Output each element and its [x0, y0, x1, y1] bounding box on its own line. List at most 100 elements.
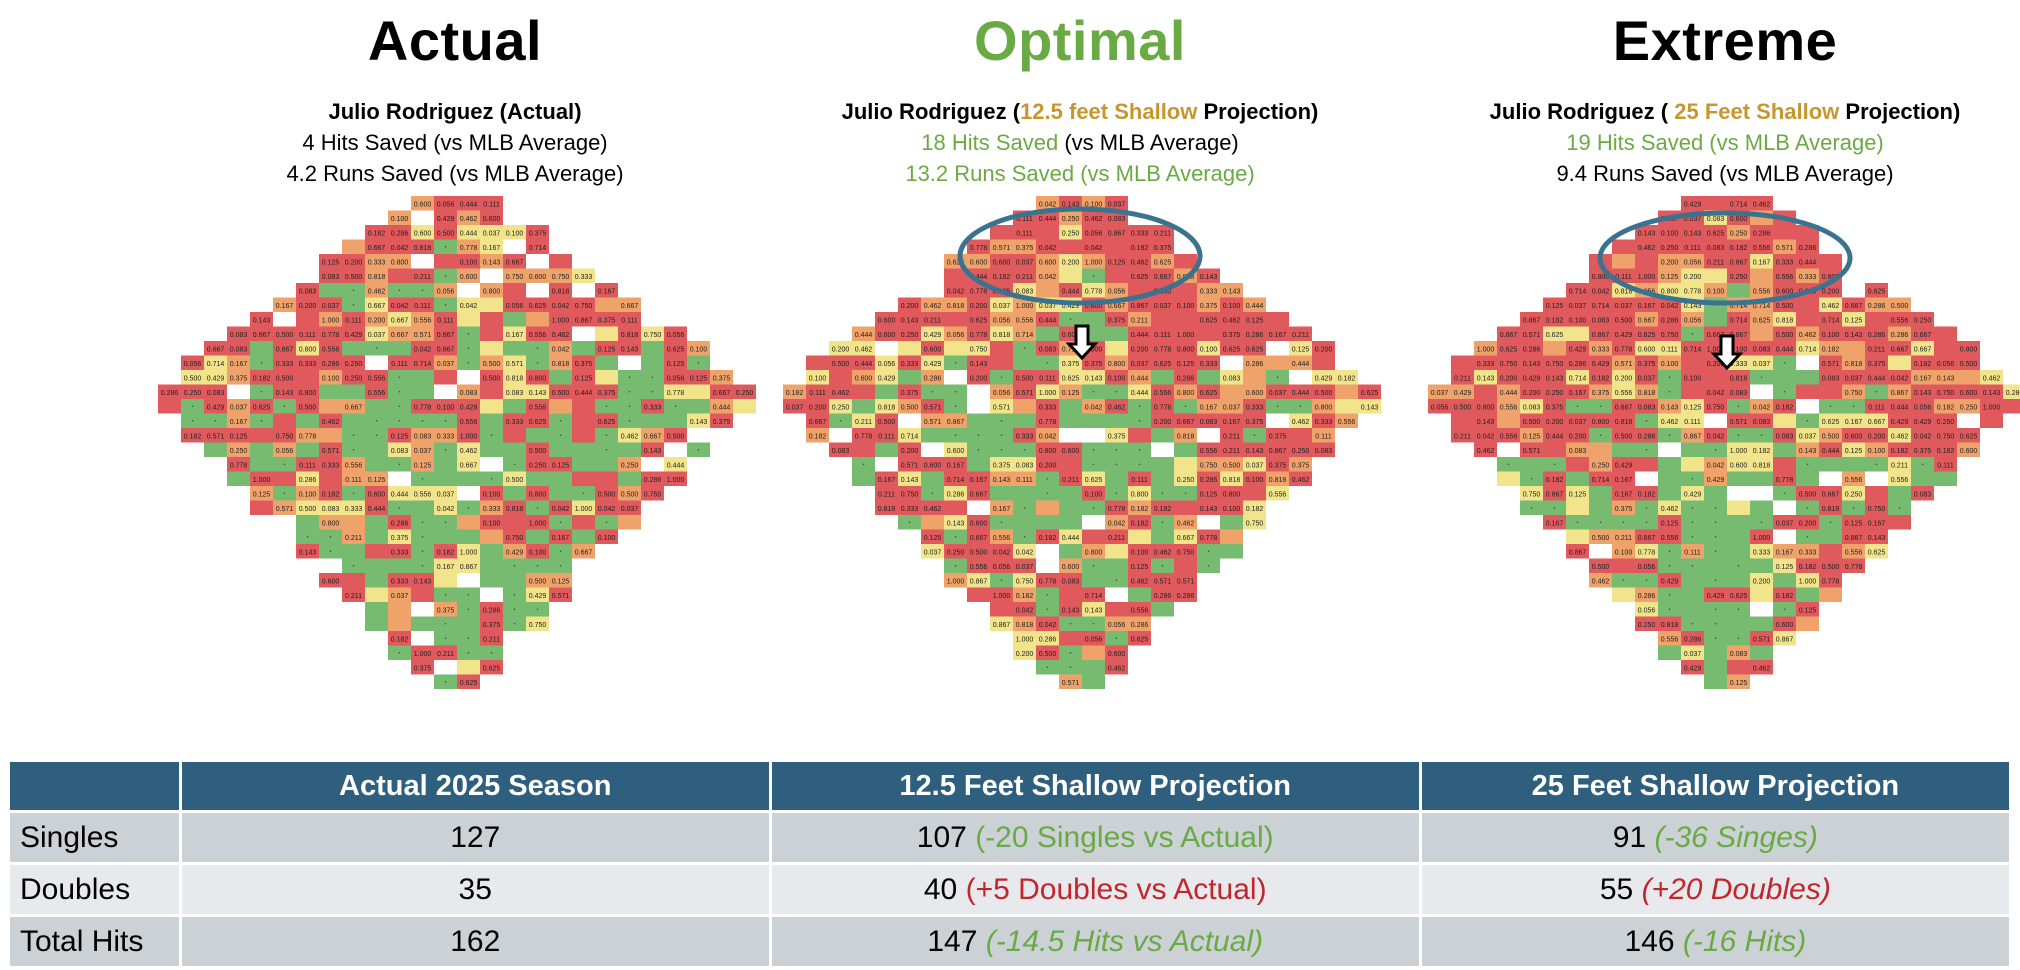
- heatmap-cell: [319, 283, 342, 298]
- heatmap-cell-value: 0.818: [552, 289, 570, 296]
- heatmap-cell-value: 0.667: [1177, 535, 1195, 542]
- heatmap-cell: [1543, 486, 1566, 501]
- heatmap-cell: [1151, 355, 1174, 370]
- heatmap-cell-value: 0.667: [1177, 419, 1195, 426]
- heatmap-cell-dot: [1023, 506, 1026, 509]
- heatmap-cell-value: 0.286: [322, 361, 340, 368]
- heatmap-cell-value: 0.250: [1062, 231, 1080, 238]
- heatmap-cell-value: 0.556: [1891, 318, 1909, 325]
- heatmap-cell: [1750, 544, 1773, 559]
- heatmap-cell: [967, 486, 990, 501]
- heatmap-cell-value: 0.600: [878, 318, 896, 325]
- heatmap-cell: [227, 370, 250, 385]
- heatmap-cell-value: 0.083: [322, 506, 340, 513]
- heatmap-cell-value: 0.750: [1546, 361, 1564, 368]
- heatmap-cell-value: 0.556: [529, 332, 547, 339]
- heatmap-cell: [549, 312, 572, 327]
- heatmap-cell: [1474, 370, 1497, 385]
- heatmap-cell: [1704, 312, 1727, 327]
- heatmap-cell: [1128, 355, 1151, 370]
- heatmap-cell: [921, 529, 944, 544]
- heatmap-cell: [1888, 312, 1911, 327]
- heatmap-cell-dot: [490, 477, 493, 480]
- heatmap-cell-value: 0.600: [1062, 448, 1080, 455]
- heatmap-cell: [1888, 486, 1911, 501]
- heatmap-cell: [549, 471, 572, 486]
- heatmap-cell: [480, 515, 503, 530]
- heatmap-cell: [1589, 312, 1612, 327]
- heatmap-cell: [480, 544, 503, 559]
- heatmap-cell: [1520, 428, 1543, 443]
- heatmap-cell-value: 0.444: [1500, 390, 1518, 397]
- heatmap-cell: [1612, 254, 1635, 269]
- heatmap-cell-dot: [1092, 448, 1095, 451]
- heatmap-cell: [1243, 355, 1266, 370]
- heatmap-cell: [641, 326, 664, 341]
- projection-25-value: 55 (+20 Doubles): [1420, 862, 2009, 916]
- heatmap-cell-value: 0.250: [529, 463, 547, 470]
- heatmap-cell-value: 1.000: [947, 579, 965, 586]
- heatmap-cell: [1957, 442, 1980, 457]
- heatmap-cell: [990, 558, 1013, 573]
- heatmap-cell-dot: [1852, 405, 1855, 408]
- heatmap-cell-value: 0.818: [1753, 463, 1771, 470]
- heatmap-cell-value: 0.625: [667, 347, 685, 354]
- heatmap-cell: [1036, 370, 1059, 385]
- heatmap-cell: [319, 515, 342, 530]
- heatmap-cell: [1220, 326, 1243, 341]
- heatmap-cell-value: 0.600: [924, 463, 942, 470]
- heatmap-cell: [549, 283, 572, 298]
- heatmap-cell-value: 0.778: [414, 405, 432, 412]
- heatmap-cell: [526, 587, 549, 602]
- heatmap-cell: [1197, 457, 1220, 472]
- heatmap-cell: [618, 341, 641, 356]
- heatmap-cell-value: 0.600: [1039, 260, 1057, 267]
- heatmap-cell: [319, 384, 342, 399]
- heatmap-cell: [1059, 544, 1082, 559]
- heatmap-cell: [1888, 413, 1911, 428]
- heatmap-cell: [1750, 239, 1773, 254]
- heatmap-cell: [990, 529, 1013, 544]
- heatmap-cell-dot: [1599, 521, 1602, 524]
- heatmap-cell: [1658, 529, 1681, 544]
- heatmap-cell: [852, 399, 875, 414]
- heatmap-cell-value: 0.462: [924, 303, 942, 310]
- heatmap-cell-value: 0.444: [1868, 376, 1886, 383]
- heatmap-cell-value: 0.250: [1914, 318, 1932, 325]
- heatmap-cell: [1750, 529, 1773, 544]
- heatmap-cell-dot: [1161, 564, 1164, 567]
- heatmap-cell: [411, 312, 434, 327]
- heatmap-cell: [1911, 442, 1934, 457]
- heatmap-cell: [944, 515, 967, 530]
- heatmap-cell-dot: [1276, 376, 1279, 379]
- heatmap-cell-value: 0.083: [299, 289, 317, 296]
- heatmap-cell: [1497, 341, 1520, 356]
- heatmap-cell: [296, 312, 319, 327]
- heatmap-cell-value: 0.600: [529, 274, 547, 281]
- heatmap-cell-value: 0.750: [506, 535, 524, 542]
- heatmap-cell-value: 0.778: [667, 390, 685, 397]
- heatmap-cell-value: 0.286: [1868, 332, 1886, 339]
- heatmap-cell: [1036, 413, 1059, 428]
- heatmap-cell: [319, 442, 342, 457]
- heatmap-cell-value: 0.600: [855, 376, 873, 383]
- heatmap-cell-value: 0.429: [1707, 477, 1725, 484]
- heatmap-cell-dot: [1760, 376, 1763, 379]
- heatmap-cell: [480, 602, 503, 617]
- heatmap-cell: [1151, 587, 1174, 602]
- hits-saved-line: 18 Hits Saved (vs MLB Average): [921, 130, 1239, 155]
- heatmap-cell-dot: [260, 419, 263, 422]
- heatmap-cell-value: 0.211: [1223, 434, 1240, 441]
- heatmap-cell-dot: [605, 521, 608, 524]
- heatmap-cell-value: 0.143: [1477, 376, 1495, 383]
- heatmap-cell-dot: [1622, 521, 1625, 524]
- heatmap-cell: [1174, 573, 1197, 588]
- heatmap-cell: [204, 370, 227, 385]
- heatmap-cell-dot: [352, 434, 355, 437]
- heatmap-cell-value: 0.714: [1062, 347, 1080, 354]
- heatmap-cell: [1865, 544, 1888, 559]
- heatmap-cell-value: 0.182: [1592, 376, 1610, 383]
- heatmap-cell: [1635, 587, 1658, 602]
- heatmap-cell: [480, 486, 503, 501]
- heatmap-cell-value: 0.211: [1108, 535, 1125, 542]
